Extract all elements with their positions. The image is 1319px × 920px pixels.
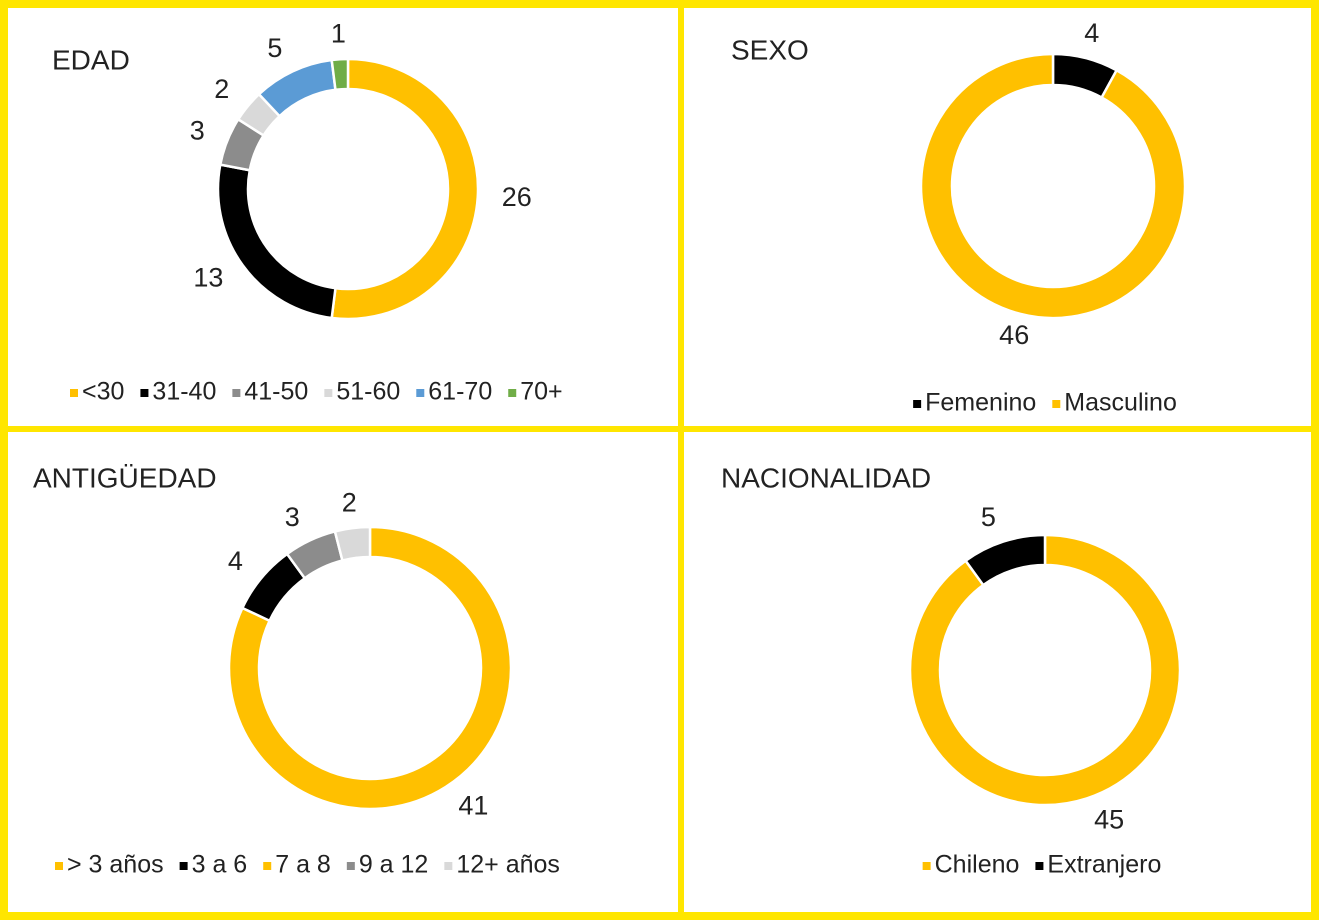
legend: Femenino Masculino	[913, 389, 1177, 417]
legend-swatch	[416, 389, 425, 397]
legend-label: 70+	[520, 378, 562, 406]
legend-label: > 3 años	[67, 851, 164, 879]
legend-swatch	[232, 389, 241, 397]
data-label: 5	[981, 502, 996, 532]
slice	[330, 57, 480, 321]
data-label: 3	[190, 115, 205, 145]
legend-swatch	[913, 400, 922, 408]
legend-label: 3 a 6	[192, 851, 248, 879]
legend-swatch	[922, 862, 931, 870]
legend-swatch	[179, 862, 188, 870]
legend-swatch	[1052, 400, 1061, 408]
data-label: 2	[214, 74, 229, 104]
legend-label: 61-70	[428, 378, 492, 406]
slice	[227, 525, 513, 811]
legend-label: 31-40	[152, 378, 216, 406]
chart-title: NACIONALIDAD	[721, 462, 931, 493]
data-label: 13	[193, 263, 223, 293]
data-label: 5	[267, 33, 282, 63]
slice	[257, 58, 337, 118]
legend-swatch	[263, 862, 272, 870]
data-label: 4	[228, 546, 243, 576]
legend-label: 41-50	[244, 378, 308, 406]
chart-title: SEXO	[731, 34, 809, 65]
data-label: 3	[285, 502, 300, 532]
legend: > 3 años 3 a 6 7 a 8 9 a 12 12+ años	[55, 851, 560, 879]
legend-swatch	[140, 389, 149, 397]
legend: Chileno Extranjero	[922, 851, 1161, 879]
legend-swatch	[346, 862, 355, 870]
legend-label: Chileno	[935, 851, 1020, 879]
legend-swatch	[508, 389, 517, 397]
data-label: 1	[331, 18, 346, 48]
data-label: 2	[342, 487, 357, 517]
legend-swatch	[444, 862, 453, 870]
slice	[330, 57, 350, 92]
chart-title: ANTIGÜEDAD	[33, 462, 217, 493]
legend-label: 51-60	[336, 378, 400, 406]
data-label: 4	[1084, 18, 1099, 48]
legend-swatch	[324, 389, 333, 397]
legend-label: Femenino	[925, 389, 1036, 417]
legend-label: <30	[82, 378, 124, 406]
legend-label: 9 a 12	[359, 851, 429, 879]
slice	[919, 52, 1187, 320]
slice	[333, 525, 372, 563]
slice	[216, 163, 337, 320]
slice	[963, 533, 1047, 587]
data-label: 45	[1094, 804, 1124, 834]
legend-label: 12+ años	[456, 851, 560, 879]
legend: <30 31-40 41-50 51-60 61-70 70+	[70, 378, 563, 406]
slice	[908, 533, 1182, 807]
data-label: 41	[458, 790, 488, 820]
legend-swatch	[70, 389, 78, 397]
legend-label: 7 a 8	[275, 851, 331, 879]
legend-label: Masculino	[1064, 389, 1177, 417]
legend-swatch	[55, 862, 63, 870]
chart-title: EDAD	[52, 44, 130, 75]
data-label: 46	[999, 320, 1029, 350]
legend-swatch	[1035, 862, 1044, 870]
data-label: 26	[502, 182, 532, 212]
legend-label: Extranjero	[1047, 851, 1161, 879]
